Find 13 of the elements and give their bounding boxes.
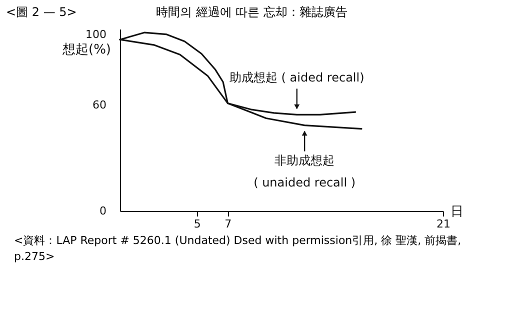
annotation: 助成想起 ( aided recall) — [229, 70, 364, 85]
x-axis-title: 日 — [450, 204, 464, 220]
text: <資料：LAP Report # 5260.1 (Undated) Dsed with permission引用, 徐 聖漢, 前揭書, p.275> — [13, 233, 462, 265]
text: <圖 2 — 5> — [6, 4, 78, 21]
y-tick-label: 60 — [92, 98, 106, 112]
x-tick-label: 21 — [436, 218, 450, 230]
x-tick-label: 7 — [224, 218, 232, 230]
y-axis-title: 想起(%) — [62, 42, 111, 58]
x-tick-label: 5 — [194, 218, 201, 230]
chart-title: 時間의 經過에 따른 忘却：雜誌廣告 — [156, 4, 348, 21]
y-tick-label: 100 — [86, 28, 106, 41]
y-tick-label: 0 — [100, 204, 106, 218]
annotation: 非助成想起 ( unaided recall ) — [254, 153, 356, 190]
